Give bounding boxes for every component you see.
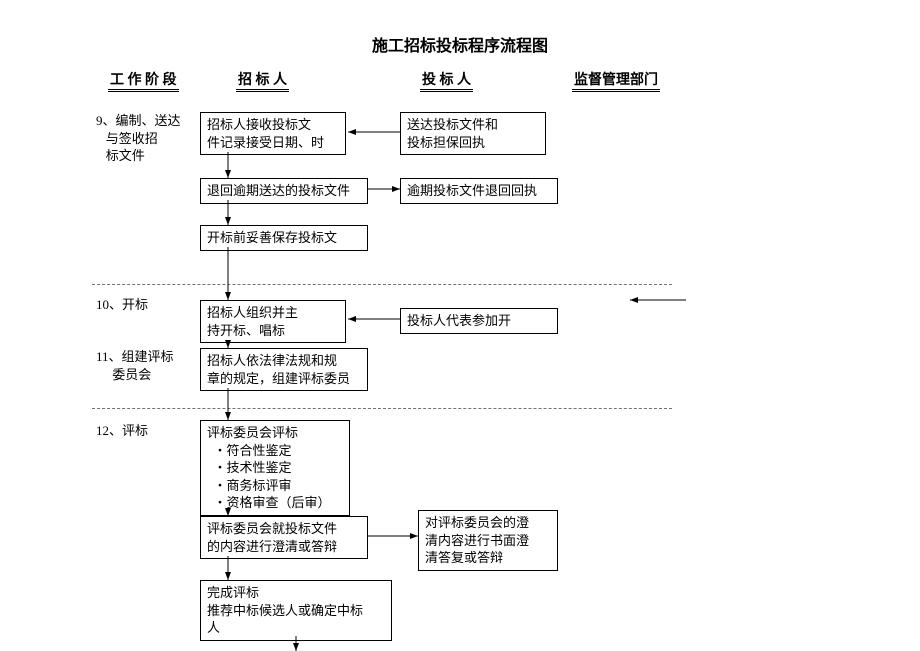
dashed-separator: [92, 284, 672, 285]
node-n2: 送达投标文件和投标担保回执: [400, 112, 546, 155]
node-n3: 退回逾期送达的投标文件: [200, 178, 368, 204]
node-n7: 投标人代表参加开: [400, 308, 558, 334]
column-header-bidder: 投 标 人: [420, 68, 473, 92]
stage-label-s12: 12、评标: [96, 422, 148, 440]
node-n8: 招标人依法律法规和规章的规定，组建评标委员: [200, 348, 368, 391]
node-n10: 评标委员会就投标文件的内容进行澄清或答辩: [200, 516, 368, 559]
chart-title: 施工招标投标程序流程图: [0, 32, 920, 56]
stage-label-s10: 10、开标: [96, 296, 148, 314]
node-n11: 对评标委员会的澄清内容进行书面澄清答复或答辩: [418, 510, 558, 571]
dashed-separator: [92, 408, 672, 409]
node-n9: 评标委员会评标 ・符合性鉴定 ・技术性鉴定 ・商务标评审 ・资格审查（后审）: [200, 420, 350, 516]
stage-label-s9: 9、编制、送达 与签收招 标文件: [96, 112, 181, 165]
column-header-stage: 工 作 阶 段: [108, 68, 179, 92]
node-n12: 完成评标推荐中标候选人或确定中标人: [200, 580, 392, 641]
stage-label-s11: 11、组建评标 委员会: [96, 348, 174, 383]
node-n5: 开标前妥善保存投标文: [200, 225, 368, 251]
node-n1: 招标人接收投标文件记录接受日期、时: [200, 112, 346, 155]
node-n4: 逾期投标文件退回回执: [400, 178, 558, 204]
column-header-supervisor: 监督管理部门: [572, 68, 660, 92]
node-n6: 招标人组织并主持开标、唱标: [200, 300, 346, 343]
flowchart-canvas: 施工招标投标程序流程图 工 作 阶 段 招 标 人 投 标 人 监督管理部门 9、编制…: [0, 0, 920, 651]
column-header-tenderee: 招 标 人: [236, 68, 289, 92]
